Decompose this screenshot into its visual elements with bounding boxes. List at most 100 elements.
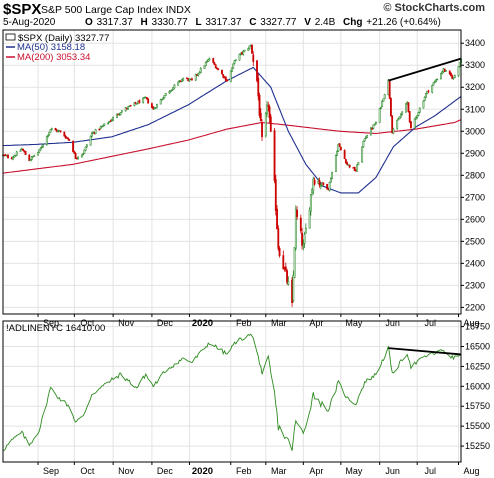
candle-body xyxy=(214,64,217,69)
candle-body xyxy=(337,143,340,152)
open-value: 3317.37 xyxy=(96,17,133,28)
price-x-tick-label: Nov xyxy=(118,318,135,328)
candle-body xyxy=(39,147,42,151)
candle-body xyxy=(311,188,313,194)
candle-body xyxy=(292,275,295,301)
low-label: L xyxy=(195,17,202,28)
candle-body xyxy=(33,155,36,157)
candle-body xyxy=(366,135,369,138)
candle-body xyxy=(85,144,88,148)
candle-body xyxy=(67,137,69,140)
candle-body xyxy=(217,68,220,71)
candle-body xyxy=(408,111,411,122)
brand-watermark: © StockCharts.com xyxy=(383,2,485,14)
candle-body xyxy=(109,120,112,122)
adline-layer xyxy=(2,333,462,452)
candle-body xyxy=(357,162,360,166)
candle-body xyxy=(373,124,376,126)
adline-x-tick-label: Mar xyxy=(271,466,287,476)
candle-body xyxy=(163,95,166,98)
ma50-legend-label: MA(50) 3158.18 xyxy=(17,42,85,53)
price-x-tick-label: Dec xyxy=(157,318,174,328)
candle-body xyxy=(256,60,258,81)
candle-body xyxy=(14,155,17,157)
candle-body xyxy=(369,127,372,136)
candle-body xyxy=(129,105,132,107)
security-name-text: S&P 500 Large Cap Index xyxy=(41,4,163,16)
candle-body xyxy=(448,70,451,75)
candle-body xyxy=(63,131,66,137)
candle-body xyxy=(49,129,52,133)
candle-body xyxy=(173,84,176,89)
price-y-tick-label: 2200 xyxy=(465,302,485,312)
candle-body xyxy=(191,78,193,80)
candle-body xyxy=(120,110,123,113)
adline-y-tick-label: 15250 xyxy=(465,441,490,451)
adline-legend: !ADLINENYC 16410.00 xyxy=(6,323,105,334)
candle-body xyxy=(302,244,305,247)
candle-body xyxy=(338,143,341,147)
candle-body xyxy=(197,73,200,76)
price-x-tick-label: May xyxy=(345,318,363,328)
candle-body xyxy=(331,171,334,179)
candle-body xyxy=(212,58,215,63)
candle-body xyxy=(171,89,173,91)
candle-body xyxy=(273,130,276,181)
candle-body xyxy=(89,135,92,146)
candle-body xyxy=(326,183,329,190)
close-label: C xyxy=(249,17,257,28)
adline-y-tick-label: 16500 xyxy=(465,341,490,351)
price-x-tick-label: Mar xyxy=(271,318,287,328)
price-y-tick-label: 2800 xyxy=(465,170,485,180)
candle-body xyxy=(426,90,429,94)
candle-body xyxy=(7,154,9,158)
candle-body xyxy=(198,71,201,75)
adline-y-tick-label: 15750 xyxy=(465,401,490,411)
candle-body xyxy=(362,140,365,148)
candle-body xyxy=(37,151,39,156)
adline-x-tick-label: 2020 xyxy=(192,466,213,477)
candle-body xyxy=(318,180,321,186)
change-label: Chg xyxy=(343,17,363,28)
adline-y-tick-label: 15500 xyxy=(465,421,490,431)
candle-body xyxy=(435,79,437,83)
ma50-line xyxy=(2,66,462,194)
candles-layer xyxy=(2,44,462,307)
candle-body xyxy=(407,102,410,113)
candle-body xyxy=(391,115,394,134)
candle-body xyxy=(451,75,454,79)
candle-body xyxy=(452,77,455,79)
volume-value: 2.4B xyxy=(314,17,336,28)
candle-body xyxy=(213,62,216,65)
price-y-tick-label: 2400 xyxy=(465,258,485,268)
candle-body xyxy=(73,151,76,154)
adline-series xyxy=(2,333,462,452)
candle-body xyxy=(266,104,268,114)
candle-body xyxy=(38,149,41,153)
candle-body xyxy=(147,98,150,104)
candle-body xyxy=(98,128,101,131)
candle-body xyxy=(282,255,285,270)
price-panel-frame xyxy=(2,29,462,315)
candle-body xyxy=(329,178,332,183)
candle-body xyxy=(259,112,262,122)
candle-body xyxy=(203,65,206,69)
price-y-axis: 2200 2300 2400 2500 2600 2700 2800 2900 3000 3100… xyxy=(461,38,485,312)
adline-legend-label: !ADLINENYC 16410.00 xyxy=(6,323,105,334)
symbol: $SPX xyxy=(3,1,42,18)
adline-trendline xyxy=(388,347,462,356)
candle-body xyxy=(64,135,67,139)
candle-body xyxy=(343,150,346,160)
candle-body xyxy=(423,96,426,101)
candle-body xyxy=(12,156,14,160)
candle-body xyxy=(334,155,337,172)
adline-x-tick-label: Nov xyxy=(118,466,135,476)
candle-body xyxy=(13,155,16,158)
candle-body xyxy=(299,217,302,232)
price-x-tick-label: Jul xyxy=(424,318,436,328)
price-trendline xyxy=(388,57,462,82)
candle-body xyxy=(199,68,202,73)
price-y-tick-label: 2900 xyxy=(465,148,485,158)
candle-body xyxy=(94,129,97,135)
